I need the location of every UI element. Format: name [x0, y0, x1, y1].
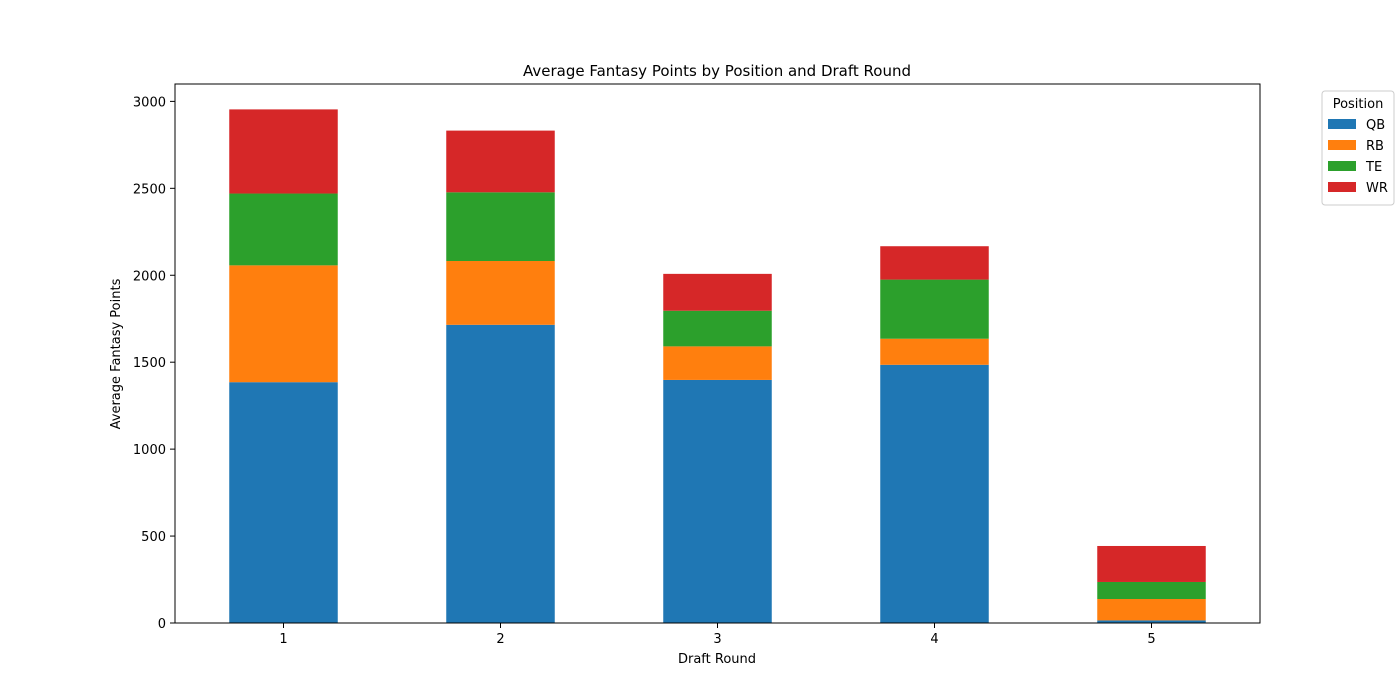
- legend-swatch-qb: [1328, 119, 1356, 129]
- bars-layer: [229, 109, 1206, 623]
- bar-segment-qb-round-2: [446, 324, 555, 623]
- bar-segment-rb-round-2: [446, 261, 555, 325]
- y-tick-label: 2500: [133, 182, 166, 197]
- legend-swatch-rb: [1328, 140, 1356, 150]
- x-tick-label: 1: [279, 632, 287, 647]
- bar-segment-wr-round-1: [229, 109, 338, 194]
- bar-segment-qb-round-4: [880, 364, 989, 623]
- bar-segment-wr-round-3: [663, 273, 772, 311]
- y-tick-label: 0: [158, 617, 166, 632]
- y-tick-label: 2000: [133, 269, 166, 284]
- x-tick-label: 5: [1147, 632, 1155, 647]
- x-tick-label: 4: [930, 632, 938, 647]
- x-tick-label: 3: [713, 632, 721, 647]
- legend-label-rb: RB: [1366, 139, 1384, 154]
- axes-layer: 0 500 1000 1500 2000 2500 3000 1 2 3 4 5: [133, 83, 1261, 647]
- legend-label-qb: QB: [1366, 118, 1385, 133]
- legend-swatch-te: [1328, 161, 1356, 171]
- bar-segment-rb-round-1: [229, 265, 338, 383]
- bar-segment-te-round-2: [446, 192, 555, 261]
- legend-swatch-wr: [1328, 182, 1356, 192]
- bar-segment-qb-round-3: [663, 379, 772, 623]
- bar-segment-te-round-5: [1097, 581, 1206, 600]
- bar-segment-rb-round-3: [663, 346, 772, 380]
- bar-segment-qb-round-1: [229, 382, 338, 623]
- y-axis-label: Average Fantasy Points: [109, 278, 124, 429]
- bar-segment-te-round-1: [229, 193, 338, 266]
- bar-segment-wr-round-4: [880, 246, 989, 280]
- bar-segment-qb-round-5: [1097, 620, 1206, 623]
- y-tick-label: 1000: [133, 443, 166, 458]
- y-tick-label: 3000: [133, 95, 166, 110]
- bar-segment-rb-round-4: [880, 338, 989, 365]
- legend-title: Position: [1333, 97, 1384, 112]
- bar-segment-te-round-3: [663, 310, 772, 347]
- legend: Position QB RB TE WR: [1321, 90, 1395, 206]
- legend-label-te: TE: [1365, 160, 1382, 175]
- bar-segment-wr-round-2: [446, 130, 555, 193]
- y-tick-label: 500: [141, 530, 166, 545]
- bar-segment-rb-round-5: [1097, 599, 1206, 621]
- bar-segment-wr-round-5: [1097, 545, 1206, 582]
- y-tick-label: 1500: [133, 356, 166, 371]
- bar-segment-te-round-4: [880, 279, 989, 339]
- x-axis-label: Draft Round: [678, 652, 756, 667]
- chart-title: Average Fantasy Points by Position and D…: [523, 62, 911, 80]
- legend-label-wr: WR: [1366, 181, 1388, 196]
- x-tick-label: 2: [496, 632, 504, 647]
